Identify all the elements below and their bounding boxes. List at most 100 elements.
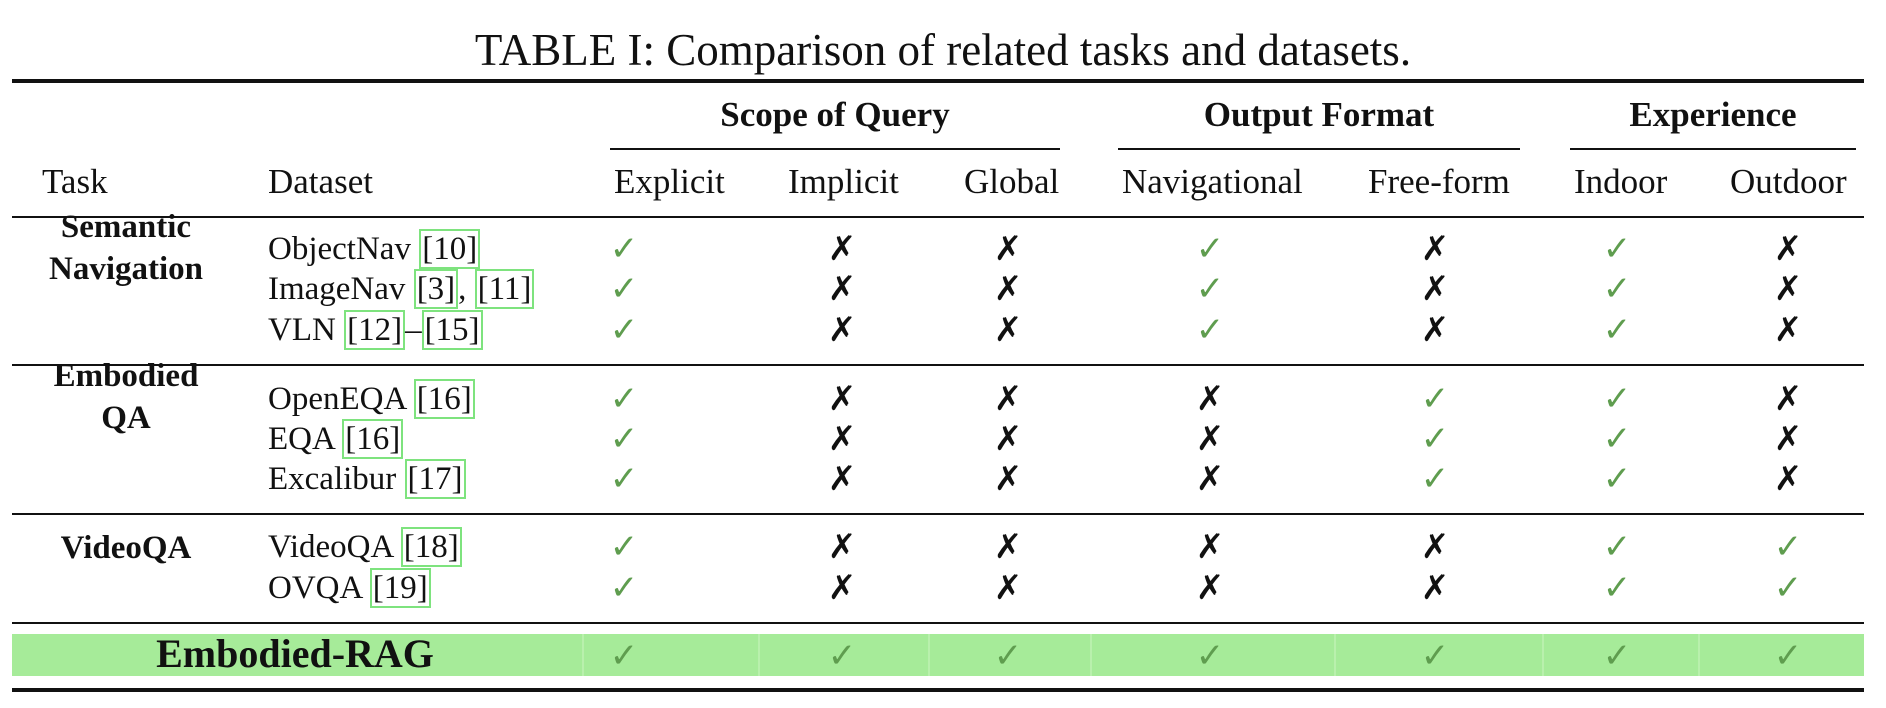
highlight-separator bbox=[928, 634, 930, 676]
task-label-line: QA bbox=[101, 400, 151, 436]
dataset-text: OVQA bbox=[268, 570, 370, 606]
col-header-indoor: Indoor bbox=[1574, 162, 1668, 201]
dataset-text: Excalibur bbox=[268, 461, 405, 497]
cross-mark: ✗ bbox=[1420, 269, 1450, 309]
cross-mark: ✗ bbox=[827, 269, 857, 309]
cross-mark: ✗ bbox=[1195, 527, 1225, 567]
col-header-navigational: Navigational bbox=[1122, 162, 1303, 201]
group-rule-output bbox=[1118, 148, 1520, 150]
citation-link[interactable]: [18] bbox=[400, 527, 462, 567]
check-mark: ✓ bbox=[1420, 636, 1450, 676]
cross-mark: ✗ bbox=[827, 229, 857, 269]
header-rule bbox=[12, 216, 1864, 218]
dataset-name: EQA [16] bbox=[268, 419, 404, 459]
dataset-text: VideoQA bbox=[268, 529, 401, 565]
col-header-dataset: Dataset bbox=[268, 162, 373, 201]
citation-link[interactable]: [10] bbox=[419, 229, 481, 269]
check-mark: ✓ bbox=[609, 269, 639, 309]
citation-link[interactable]: [17] bbox=[404, 459, 466, 499]
group-rule-experience bbox=[1570, 148, 1856, 150]
cross-mark: ✗ bbox=[1773, 459, 1803, 499]
cross-mark: ✗ bbox=[1195, 379, 1225, 419]
cross-mark: ✗ bbox=[1420, 229, 1450, 269]
cross-mark: ✗ bbox=[1773, 419, 1803, 459]
citation-link[interactable]: [19] bbox=[369, 568, 431, 608]
highlight-separator bbox=[1334, 634, 1336, 676]
group-header-scope: Scope of Query bbox=[720, 95, 950, 134]
dataset-name: Excalibur [17] bbox=[268, 459, 466, 499]
citation-link[interactable]: [11] bbox=[474, 269, 535, 309]
check-mark: ✓ bbox=[609, 527, 639, 567]
check-mark: ✓ bbox=[609, 310, 639, 350]
check-mark: ✓ bbox=[1420, 419, 1450, 459]
check-mark: ✓ bbox=[1602, 229, 1632, 269]
check-mark: ✓ bbox=[609, 568, 639, 608]
highlight-separator bbox=[758, 634, 760, 676]
dataset-name: OVQA [19] bbox=[268, 568, 431, 608]
cross-mark: ✗ bbox=[993, 229, 1023, 269]
cross-mark: ✗ bbox=[827, 568, 857, 608]
cross-mark: ✗ bbox=[993, 568, 1023, 608]
cross-mark: ✗ bbox=[827, 310, 857, 350]
citation-link[interactable]: [12] bbox=[344, 310, 406, 350]
col-header-free-form: Free-form bbox=[1368, 162, 1510, 201]
check-mark: ✓ bbox=[827, 636, 857, 676]
highlight-separator bbox=[1542, 634, 1544, 676]
cross-mark: ✗ bbox=[1773, 310, 1803, 350]
dataset-text: ImageNav bbox=[268, 271, 414, 307]
check-mark: ✓ bbox=[1602, 419, 1632, 459]
cross-mark: ✗ bbox=[1420, 310, 1450, 350]
dataset-name: ObjectNav [10] bbox=[268, 229, 481, 269]
cross-mark: ✗ bbox=[1195, 459, 1225, 499]
check-mark: ✓ bbox=[1773, 636, 1803, 676]
dataset-name: ImageNav [3], [11] bbox=[268, 269, 535, 309]
check-mark: ✓ bbox=[1602, 568, 1632, 608]
check-mark: ✓ bbox=[609, 229, 639, 269]
dataset-text: ObjectNav bbox=[268, 231, 420, 267]
cross-mark: ✗ bbox=[827, 527, 857, 567]
cross-mark: ✗ bbox=[1195, 419, 1225, 459]
check-mark: ✓ bbox=[1420, 459, 1450, 499]
section-rule bbox=[12, 513, 1864, 515]
check-mark: ✓ bbox=[1195, 269, 1225, 309]
check-mark: ✓ bbox=[1195, 636, 1225, 676]
bottom-rule bbox=[12, 688, 1864, 692]
check-mark: ✓ bbox=[609, 419, 639, 459]
dataset-text: OpenEQA bbox=[268, 381, 414, 417]
task-label: VideoQA bbox=[16, 527, 236, 569]
cross-mark: ✗ bbox=[993, 379, 1023, 419]
col-header-task: Task bbox=[42, 162, 108, 201]
highlight-separator bbox=[1090, 634, 1092, 676]
dataset-name: OpenEQA [16] bbox=[268, 379, 475, 419]
group-header-output: Output Format bbox=[1203, 95, 1435, 134]
check-mark: ✓ bbox=[609, 459, 639, 499]
table-caption: TABLE I: Comparison of related tasks and… bbox=[474, 25, 1412, 75]
col-header-implicit: Implicit bbox=[788, 162, 899, 201]
dataset-text: , bbox=[458, 271, 475, 307]
citation-link[interactable]: [16] bbox=[342, 419, 404, 459]
cross-mark: ✗ bbox=[993, 459, 1023, 499]
citation-link[interactable]: [16] bbox=[413, 379, 475, 419]
citation-link[interactable]: [15] bbox=[421, 310, 483, 350]
task-label-line: Embodied bbox=[53, 358, 199, 394]
check-mark: ✓ bbox=[1602, 310, 1632, 350]
check-mark: ✓ bbox=[993, 636, 1023, 676]
cross-mark: ✗ bbox=[993, 310, 1023, 350]
section-rule bbox=[12, 364, 1864, 366]
highlight-row bbox=[12, 634, 1864, 676]
dataset-name: VideoQA [18] bbox=[268, 527, 462, 567]
check-mark: ✓ bbox=[1602, 379, 1632, 419]
check-mark: ✓ bbox=[1773, 568, 1803, 608]
check-mark: ✓ bbox=[1195, 310, 1225, 350]
cross-mark: ✗ bbox=[993, 419, 1023, 459]
check-mark: ✓ bbox=[1602, 636, 1632, 676]
top-rule bbox=[12, 79, 1864, 83]
dataset-name: VLN [12]–[15] bbox=[268, 310, 483, 350]
col-header-explicit: Explicit bbox=[614, 162, 725, 201]
cross-mark: ✗ bbox=[1773, 269, 1803, 309]
dataset-text: EQA bbox=[268, 421, 343, 457]
cross-mark: ✗ bbox=[993, 269, 1023, 309]
cross-mark: ✗ bbox=[1773, 229, 1803, 269]
cross-mark: ✗ bbox=[827, 379, 857, 419]
citation-link[interactable]: [3] bbox=[413, 269, 459, 309]
